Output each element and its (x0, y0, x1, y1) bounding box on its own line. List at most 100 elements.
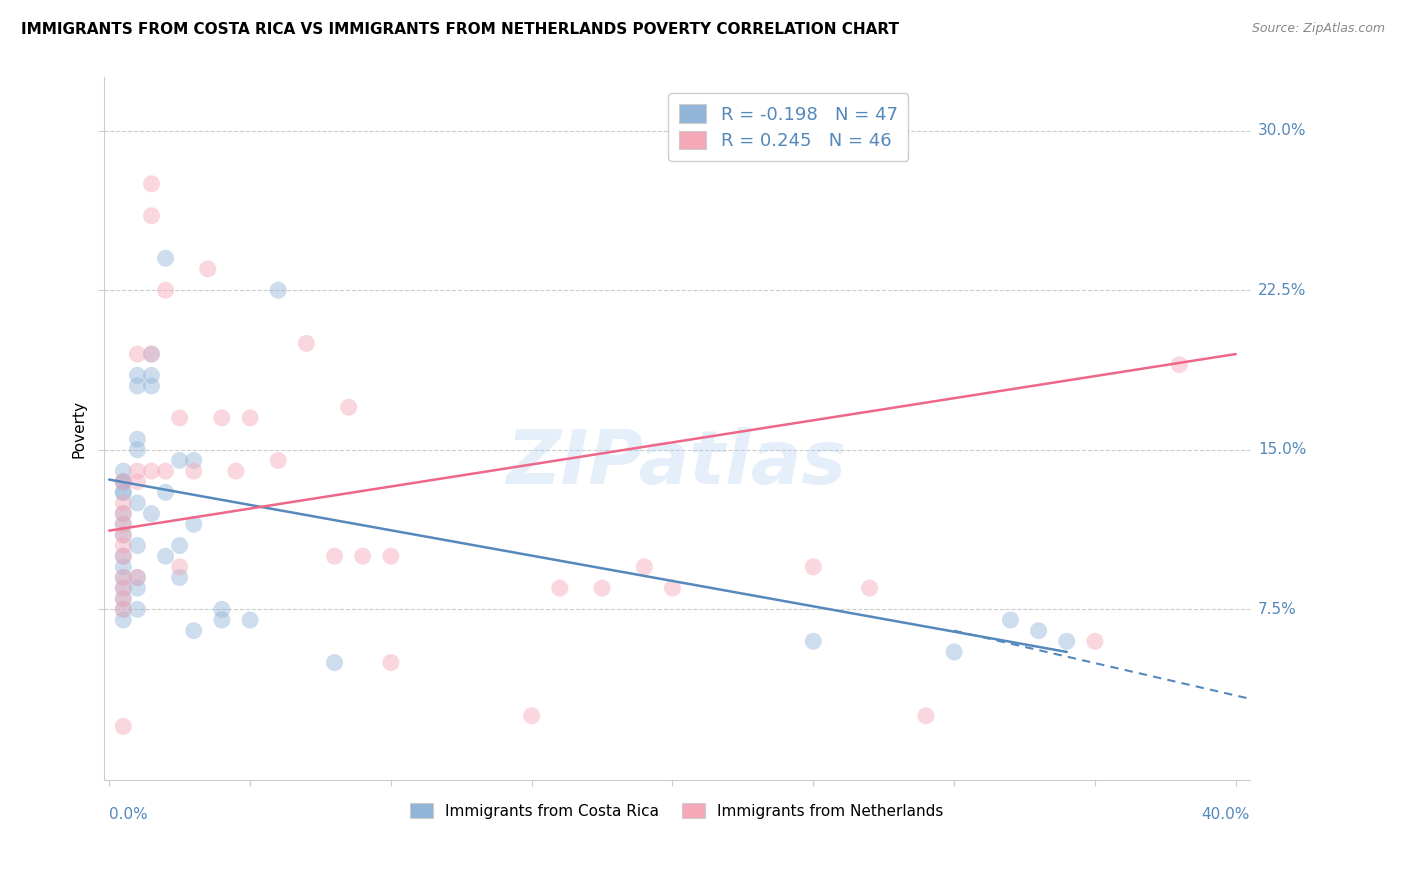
Point (127, 379, 149, 393)
Point (183, 453, 205, 467)
Point (141, 347, 163, 361)
Point (211, 602, 233, 616)
Point (127, 475, 149, 489)
Point (112, 570, 135, 584)
Point (112, 602, 135, 616)
Point (169, 559, 191, 574)
Point (112, 507, 135, 521)
Point (112, 464, 135, 478)
Point (169, 570, 191, 584)
Point (127, 496, 149, 510)
Point (112, 581, 135, 595)
Point (112, 549, 135, 564)
Point (239, 410, 262, 425)
Point (155, 464, 177, 478)
Point (225, 464, 247, 478)
Point (183, 517, 205, 532)
Point (183, 464, 205, 478)
Point (127, 570, 149, 584)
Point (141, 379, 163, 393)
Point (127, 581, 149, 595)
Point (267, 283, 290, 297)
Point (943, 645, 966, 659)
Point (591, 581, 613, 595)
Point (141, 464, 163, 478)
Point (520, 708, 543, 723)
Point (323, 549, 346, 564)
Point (323, 656, 346, 670)
Point (127, 432, 149, 446)
Point (112, 559, 135, 574)
Point (141, 177, 163, 191)
Text: ZIPatlas: ZIPatlas (506, 427, 846, 500)
Point (112, 517, 135, 532)
Point (112, 539, 135, 553)
Point (112, 549, 135, 564)
Point (112, 613, 135, 627)
Point (239, 613, 262, 627)
Text: 15.0%: 15.0% (1258, 442, 1306, 458)
Point (112, 602, 135, 616)
Point (112, 475, 135, 489)
Point (380, 549, 402, 564)
Point (112, 485, 135, 500)
Point (112, 507, 135, 521)
Point (112, 517, 135, 532)
Text: 7.5%: 7.5% (1258, 602, 1296, 617)
Point (112, 496, 135, 510)
Text: 30.0%: 30.0% (1258, 123, 1306, 138)
Point (155, 283, 177, 297)
Point (112, 591, 135, 606)
Point (141, 209, 163, 223)
Point (169, 453, 191, 467)
Point (1000, 613, 1022, 627)
Point (183, 624, 205, 638)
Point (127, 570, 149, 584)
Point (859, 581, 882, 595)
Point (352, 549, 374, 564)
Point (112, 719, 135, 733)
Point (127, 442, 149, 457)
Text: 40.0%: 40.0% (1202, 807, 1250, 822)
Point (169, 410, 191, 425)
Point (112, 570, 135, 584)
Text: 22.5%: 22.5% (1258, 283, 1306, 298)
Text: 0.0%: 0.0% (110, 807, 148, 822)
Point (801, 634, 824, 648)
Text: Source: ZipAtlas.com: Source: ZipAtlas.com (1251, 22, 1385, 36)
Y-axis label: Poverty: Poverty (72, 400, 86, 458)
Point (801, 559, 824, 574)
Point (127, 539, 149, 553)
Point (1028, 624, 1050, 638)
Point (141, 347, 163, 361)
Point (112, 475, 135, 489)
Point (295, 336, 318, 351)
Point (127, 602, 149, 616)
Point (155, 252, 177, 266)
Point (112, 528, 135, 542)
Legend: Immigrants from Costa Rica, Immigrants from Netherlands: Immigrants from Costa Rica, Immigrants f… (404, 797, 949, 824)
Point (380, 656, 402, 670)
Point (1168, 358, 1191, 372)
Point (155, 549, 177, 564)
Point (548, 581, 571, 595)
Point (1084, 634, 1107, 648)
Point (915, 708, 938, 723)
Point (112, 485, 135, 500)
Point (169, 539, 191, 553)
Point (127, 368, 149, 383)
Point (112, 581, 135, 595)
Point (661, 581, 683, 595)
Point (633, 559, 655, 574)
Point (127, 347, 149, 361)
Point (211, 613, 233, 627)
Point (211, 410, 233, 425)
Point (197, 262, 219, 277)
Point (112, 528, 135, 542)
Point (112, 475, 135, 489)
Point (112, 591, 135, 606)
Point (127, 464, 149, 478)
Point (141, 507, 163, 521)
Point (155, 485, 177, 500)
Point (337, 401, 360, 415)
